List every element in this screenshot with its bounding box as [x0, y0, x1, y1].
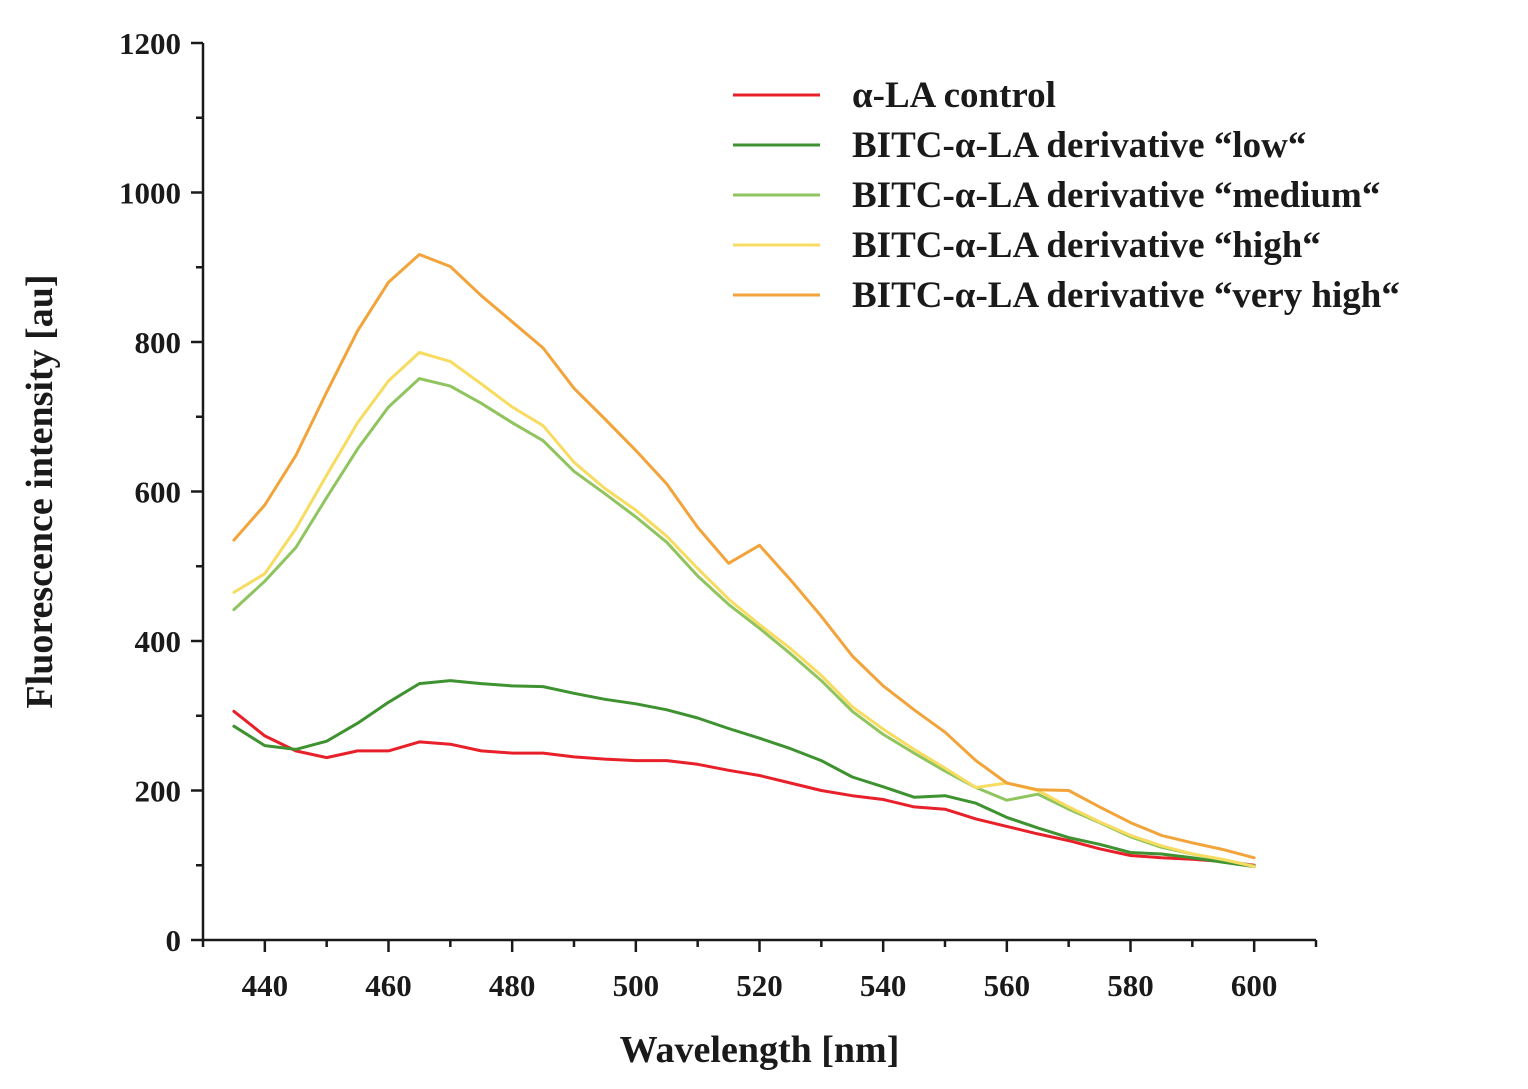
legend-label: BITC-α-LA derivative “very high“: [852, 275, 1400, 316]
x-tick-label: 580: [1107, 968, 1154, 1003]
y-tick-label: 400: [135, 624, 182, 659]
x-axis-title: Wavelength [nm]: [620, 1029, 900, 1071]
legend: α-LA control BITC-α-LA derivative “low“ BI…: [733, 75, 1400, 316]
series-line-3: [232, 377, 1256, 868]
series-lines: [232, 253, 1256, 869]
legend-label: α-LA control: [852, 75, 1056, 116]
series-line-4: [232, 351, 1256, 869]
x-tick-label: 540: [860, 968, 907, 1003]
series-line-1: [232, 709, 1256, 867]
x-tick-label: 520: [736, 968, 783, 1003]
y-tick-label: 0: [166, 923, 182, 958]
y-tick-label: 800: [135, 325, 182, 360]
axes: 0 200 400 600 800 1000 1200 440 460 480 500 520 540 5…: [119, 26, 1318, 1003]
x-tick-label: 600: [1231, 968, 1278, 1003]
x-tick-label: 480: [489, 968, 536, 1003]
y-tick-label: 200: [135, 774, 182, 809]
series-line-5: [232, 253, 1256, 860]
x-tick-label: 500: [613, 968, 660, 1003]
series-line-2: [232, 679, 1256, 869]
y-tick-label: 1200: [119, 26, 181, 61]
legend-label: BITC-α-LA derivative “medium“: [852, 175, 1380, 216]
legend-label: BITC-α-LA derivative “high“: [852, 225, 1321, 266]
y-tick-label: 600: [135, 475, 182, 510]
y-tick-label: 1000: [119, 176, 181, 211]
x-tick-label: 440: [242, 968, 289, 1003]
legend-label: BITC-α-LA derivative “low“: [852, 125, 1306, 166]
x-tick-label: 460: [365, 968, 412, 1003]
y-axis-title: Fluorescence intensity [au]: [19, 274, 61, 708]
x-tick-label: 560: [984, 968, 1031, 1003]
